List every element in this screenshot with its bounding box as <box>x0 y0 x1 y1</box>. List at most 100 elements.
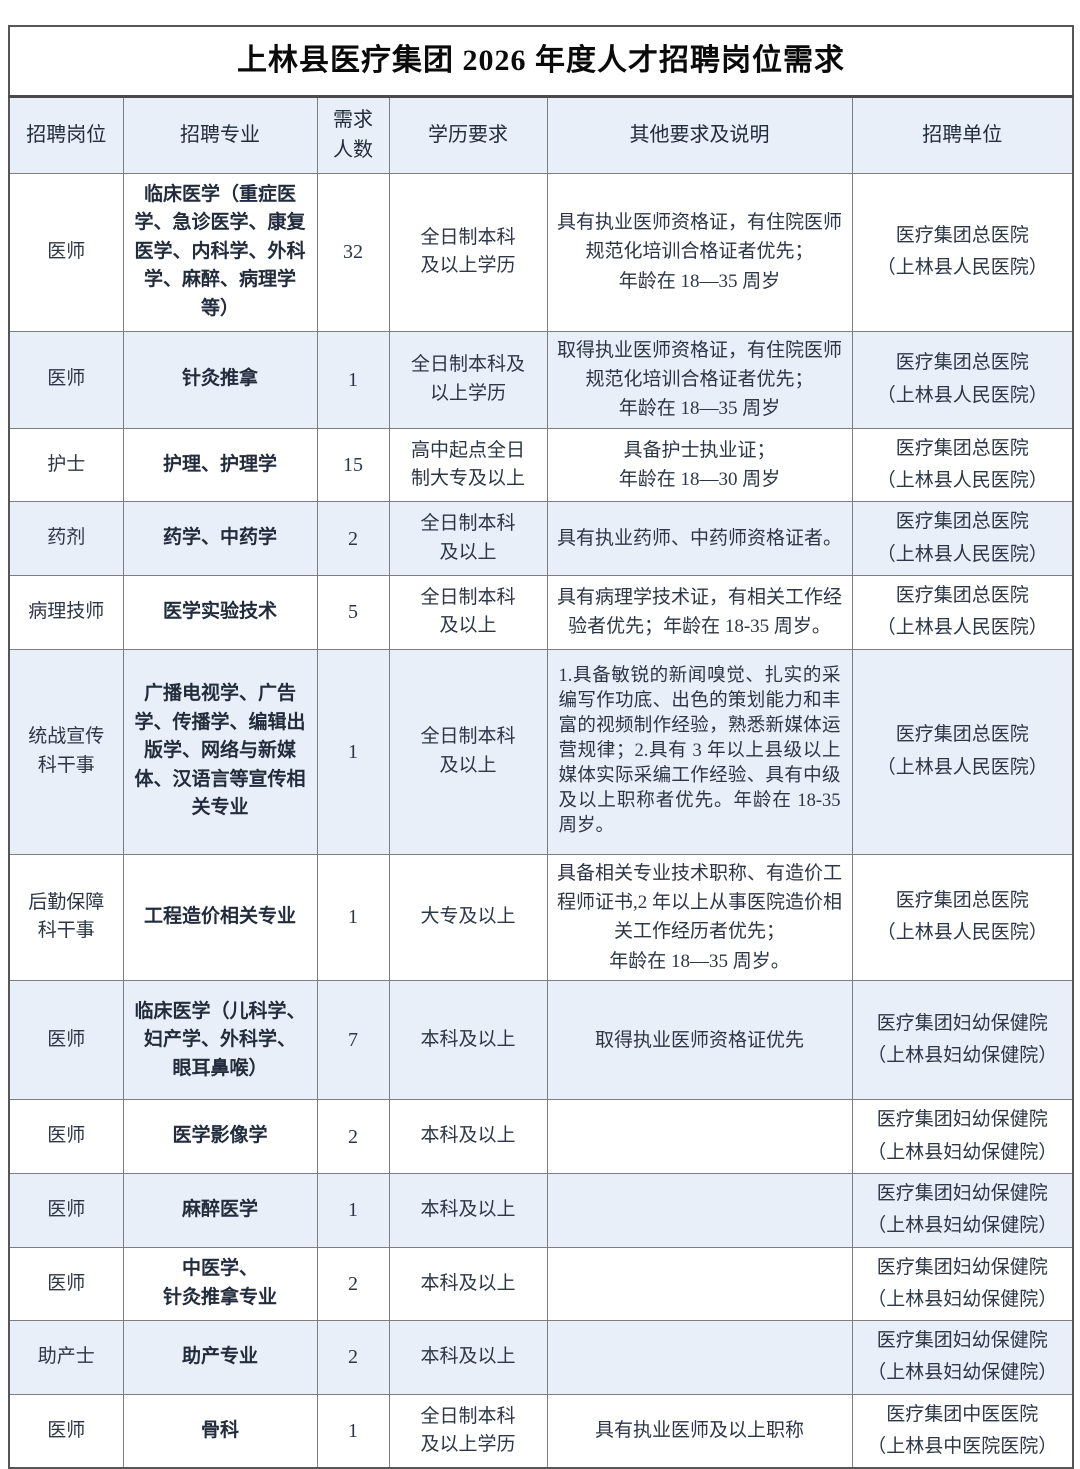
cell-major: 临床医学（重症医学、急诊医学、康复医学、内科学、外科学、麻醉、病理学等） <box>122 172 318 332</box>
cell-major: 工程造价相关专业 <box>122 853 318 982</box>
table-row: 医师 中医学、 针灸推拿专业 2 本科及以上 医疗集团妇幼保健院 （上林县妇幼保… <box>8 1246 1074 1322</box>
cell-education: 全日制本科 及以上 <box>388 501 548 576</box>
cell-unit: 医疗集团妇幼保健院 （上林县妇幼保健院） <box>851 1246 1074 1322</box>
table-row: 助产士 助产专业 2 本科及以上 医疗集团妇幼保健院 （上林县妇幼保健院） <box>8 1320 1074 1395</box>
cell-major: 助产专业 <box>122 1320 318 1395</box>
title-row: 上林县医疗集团 2026 年度人才招聘岗位需求 <box>8 25 1074 98</box>
cell-education: 本科及以上 <box>388 980 548 1101</box>
cell-unit: 医疗集团妇幼保健院 （上林县妇幼保健院） <box>851 1320 1074 1395</box>
column-header-count: 需求 人数 <box>316 95 390 174</box>
cell-major: 麻醉医学 <box>122 1172 318 1248</box>
cell-education: 本科及以上 <box>388 1172 548 1248</box>
cell-count: 5 <box>316 575 390 650</box>
header-row: 招聘岗位 招聘专业 需求 人数 学历要求 其他要求及说明 招聘单位 <box>8 95 1074 174</box>
table-row: 医师 临床医学（重症医学、急诊医学、康复医学、内科学、外科学、麻醉、病理学等） … <box>8 172 1074 332</box>
cell-requirements: 具有执业医师及以上职称 <box>546 1393 853 1469</box>
cell-count: 1 <box>316 330 390 429</box>
cell-education: 大专及以上 <box>388 853 548 982</box>
cell-requirements <box>546 1320 853 1395</box>
cell-major: 医学实验技术 <box>122 575 318 650</box>
column-header-position: 招聘岗位 <box>8 95 124 174</box>
cell-major: 骨科 <box>122 1393 318 1469</box>
table-row: 护士 护理、护理学 15 高中起点全日 制大专及以上 具备护士执业证； 年龄在 … <box>8 427 1074 503</box>
cell-requirements: 具备相关专业技术职称、有造价工程师证书,2 年以上从事医院造价相关工作经历者优先… <box>546 853 853 982</box>
table-row: 统战宣传 科干事 广播电视学、广告学、传播学、编辑出版学、网络与新媒体、汉语言等… <box>8 648 1074 855</box>
cell-count: 32 <box>316 172 390 332</box>
cell-education: 全日制本科 及以上 <box>388 648 548 855</box>
recruitment-table: 上林县医疗集团 2026 年度人才招聘岗位需求 招聘岗位 招聘专业 需求 人数 … <box>8 25 1075 1469</box>
cell-education: 全日制本科 及以上学历 <box>388 1393 548 1469</box>
cell-count: 7 <box>316 980 390 1101</box>
column-header-unit: 招聘单位 <box>851 95 1074 174</box>
page-title: 上林县医疗集团 2026 年度人才招聘岗位需求 <box>8 25 1074 98</box>
table-row: 药剂 药学、中药学 2 全日制本科 及以上 具有执业药师、中药师资格证者。 医疗… <box>8 501 1074 576</box>
column-header-major: 招聘专业 <box>122 95 318 174</box>
table-row: 医师 医学影像学 2 本科及以上 医疗集团妇幼保健院 （上林县妇幼保健院） <box>8 1099 1074 1174</box>
cell-requirements: 取得执业医师资格证优先 <box>546 980 853 1101</box>
cell-count: 1 <box>316 1393 390 1469</box>
cell-education: 全日制本科 及以上 <box>388 575 548 650</box>
cell-count: 1 <box>316 648 390 855</box>
cell-major: 医学影像学 <box>122 1099 318 1174</box>
column-header-requirements: 其他要求及说明 <box>546 95 853 174</box>
column-header-education: 学历要求 <box>388 95 548 174</box>
table-row: 医师 骨科 1 全日制本科 及以上学历 具有执业医师及以上职称 医疗集团中医医院… <box>8 1393 1074 1469</box>
cell-count: 2 <box>316 1099 390 1174</box>
cell-requirements: 具有执业医师资格证，有住院医师规范化培训合格证者优先； 年龄在 18—35 周岁 <box>546 172 853 332</box>
cell-requirements: 具有病理学技术证，有相关工作经验者优先；年龄在 18-35 周岁。 <box>546 575 853 650</box>
cell-requirements <box>546 1099 853 1174</box>
cell-requirements: 具备护士执业证； 年龄在 18—30 周岁 <box>546 427 853 503</box>
cell-requirements <box>546 1172 853 1248</box>
cell-unit: 医疗集团总医院 （上林县人民医院） <box>851 853 1074 982</box>
cell-unit: 医疗集团总医院 （上林县人民医院） <box>851 648 1074 855</box>
cell-unit: 医疗集团总医院 （上林县人民医院） <box>851 172 1074 332</box>
cell-education: 高中起点全日 制大专及以上 <box>388 427 548 503</box>
cell-position: 病理技师 <box>8 575 124 650</box>
cell-count: 2 <box>316 1246 390 1322</box>
cell-major: 广播电视学、广告学、传播学、编辑出版学、网络与新媒体、汉语言等宣传相关专业 <box>122 648 318 855</box>
cell-position: 助产士 <box>8 1320 124 1395</box>
cell-unit: 医疗集团妇幼保健院 （上林县妇幼保健院） <box>851 1172 1074 1248</box>
cell-requirements: 具有执业药师、中药师资格证者。 <box>546 501 853 576</box>
cell-position: 后勤保障 科干事 <box>8 853 124 982</box>
cell-count: 2 <box>316 1320 390 1395</box>
cell-unit: 医疗集团总医院 （上林县人民医院） <box>851 330 1074 429</box>
document-page: 上林县医疗集团 2026 年度人才招聘岗位需求 招聘岗位 招聘专业 需求 人数 … <box>0 25 1080 1469</box>
cell-unit: 医疗集团妇幼保健院 （上林县妇幼保健院） <box>851 1099 1074 1174</box>
cell-position: 统战宣传 科干事 <box>8 648 124 855</box>
cell-position: 医师 <box>8 1099 124 1174</box>
cell-education: 全日制本科 及以上学历 <box>388 172 548 332</box>
cell-requirements <box>546 1246 853 1322</box>
cell-education: 本科及以上 <box>388 1099 548 1174</box>
cell-major: 临床医学（儿科学、 妇产学、外科学、 眼耳鼻喉） <box>122 980 318 1101</box>
cell-position: 医师 <box>8 1246 124 1322</box>
cell-position: 医师 <box>8 172 124 332</box>
table-row: 后勤保障 科干事 工程造价相关专业 1 大专及以上 具备相关专业技术职称、有造价… <box>8 853 1074 982</box>
cell-position: 护士 <box>8 427 124 503</box>
cell-position: 医师 <box>8 980 124 1101</box>
table-row: 病理技师 医学实验技术 5 全日制本科 及以上 具有病理学技术证，有相关工作经验… <box>8 575 1074 650</box>
cell-major: 针灸推拿 <box>122 330 318 429</box>
cell-major: 药学、中药学 <box>122 501 318 576</box>
cell-unit: 医疗集团中医医院 （上林县中医院医院） <box>851 1393 1074 1469</box>
cell-count: 1 <box>316 853 390 982</box>
cell-unit: 医疗集团总医院 （上林县人民医院） <box>851 575 1074 650</box>
cell-position: 医师 <box>8 330 124 429</box>
cell-education: 本科及以上 <box>388 1320 548 1395</box>
cell-unit: 医疗集团总医院 （上林县人民医院） <box>851 427 1074 503</box>
cell-position: 医师 <box>8 1172 124 1248</box>
cell-count: 1 <box>316 1172 390 1248</box>
cell-education: 本科及以上 <box>388 1246 548 1322</box>
table-row: 医师 麻醉医学 1 本科及以上 医疗集团妇幼保健院 （上林县妇幼保健院） <box>8 1172 1074 1248</box>
table-row: 医师 针灸推拿 1 全日制本科及 以上学历 取得执业医师资格证，有住院医师规范化… <box>8 330 1074 429</box>
cell-major: 中医学、 针灸推拿专业 <box>122 1246 318 1322</box>
cell-major: 护理、护理学 <box>122 427 318 503</box>
cell-unit: 医疗集团妇幼保健院 （上林县妇幼保健院） <box>851 980 1074 1101</box>
cell-position: 医师 <box>8 1393 124 1469</box>
cell-education: 全日制本科及 以上学历 <box>388 330 548 429</box>
cell-requirements: 取得执业医师资格证，有住院医师规范化培训合格证者优先； 年龄在 18—35 周岁 <box>546 330 853 429</box>
cell-requirements: 1.具备敏锐的新闻嗅觉、扎实的采编写作功底、出色的策划能力和丰富的视频制作经验，… <box>546 648 853 855</box>
table-row: 医师 临床医学（儿科学、 妇产学、外科学、 眼耳鼻喉） 7 本科及以上 取得执业… <box>8 980 1074 1101</box>
cell-unit: 医疗集团总医院 （上林县人民医院） <box>851 501 1074 576</box>
cell-count: 2 <box>316 501 390 576</box>
